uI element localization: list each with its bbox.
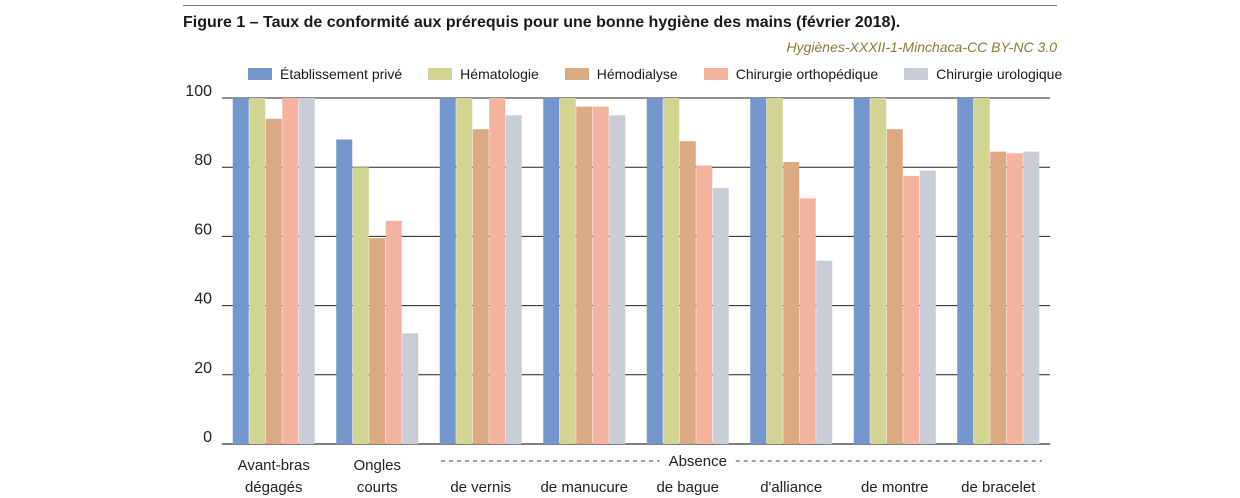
x-tick-label: de manucure bbox=[540, 479, 628, 496]
bar bbox=[369, 238, 386, 444]
bar bbox=[559, 98, 576, 444]
x-tick-label: Avant-bras bbox=[238, 457, 310, 474]
top-rule bbox=[183, 5, 1057, 6]
bar bbox=[592, 106, 609, 445]
bar bbox=[886, 129, 903, 444]
legend-item-etablissement-prive: Établissement privé bbox=[248, 66, 402, 82]
bar bbox=[973, 98, 990, 444]
x-tick-label: de bague bbox=[656, 479, 719, 496]
legend-label: Hémodialyse bbox=[596, 66, 678, 82]
legend-swatch bbox=[904, 68, 929, 80]
legend-label: Hématologie bbox=[460, 66, 539, 82]
bar bbox=[646, 98, 663, 444]
bar bbox=[439, 98, 456, 444]
bar bbox=[298, 98, 315, 444]
bar bbox=[543, 98, 560, 444]
bar bbox=[576, 106, 593, 445]
bar bbox=[712, 187, 729, 444]
legend-item-chirurgie-orthopedique: Chirurgie orthopédique bbox=[703, 66, 879, 82]
x-tick-label: de vernis bbox=[450, 479, 511, 496]
bar bbox=[336, 139, 353, 444]
bar bbox=[919, 170, 936, 444]
bar bbox=[232, 98, 249, 444]
chart-legend: Établissement privé Hématologie Hémodial… bbox=[248, 66, 1062, 82]
bar bbox=[456, 98, 473, 444]
bar bbox=[783, 162, 800, 444]
bar bbox=[352, 167, 369, 444]
bar bbox=[472, 129, 489, 444]
bar bbox=[282, 98, 299, 444]
legend-swatch bbox=[428, 68, 453, 80]
y-tick-label: 0 bbox=[203, 429, 212, 446]
legend-item-chirurgie-urologique: Chirurgie urologique bbox=[904, 66, 1062, 82]
x-tick-label: Ongles bbox=[353, 457, 401, 474]
y-tick-label: 20 bbox=[194, 360, 212, 377]
bar bbox=[489, 98, 506, 444]
x-tick-label: dégagés bbox=[245, 479, 303, 496]
group-label-absence: Absence bbox=[669, 453, 727, 470]
y-tick-label: 40 bbox=[194, 291, 212, 308]
x-tick-label: de montre bbox=[861, 479, 929, 496]
bar bbox=[679, 141, 696, 444]
bar bbox=[1006, 153, 1023, 445]
bar bbox=[505, 115, 522, 445]
bar bbox=[870, 98, 887, 444]
x-tick-label: courts bbox=[357, 479, 398, 496]
bar bbox=[957, 98, 974, 444]
figure-credit: Hygiènes-XXXII-1-Minchaca-CC BY-NC 3.0 bbox=[786, 39, 1058, 55]
bar bbox=[903, 175, 920, 444]
bar bbox=[265, 118, 282, 444]
y-tick-label: 80 bbox=[194, 152, 212, 169]
legend-label: Établissement privé bbox=[280, 66, 403, 82]
bar bbox=[750, 98, 767, 444]
legend-item-hemodialyse: Hémodialyse bbox=[564, 66, 678, 82]
bar bbox=[385, 220, 402, 444]
figure-title: Figure 1 – Taux de conformité aux préreq… bbox=[183, 14, 901, 31]
bar bbox=[696, 165, 713, 444]
bar bbox=[990, 151, 1007, 444]
legend-label: Chirurgie orthopédique bbox=[735, 66, 879, 82]
legend-swatch bbox=[248, 68, 272, 80]
bar bbox=[1023, 151, 1040, 444]
legend-item-hematologie: Hématologie bbox=[428, 66, 539, 82]
y-tick-label: 60 bbox=[194, 221, 212, 238]
legend-label: Chirurgie urologique bbox=[936, 66, 1063, 82]
legend-swatch bbox=[564, 68, 589, 80]
bar bbox=[609, 115, 626, 445]
bar bbox=[799, 198, 816, 444]
bar bbox=[853, 98, 870, 444]
x-tick-label: d'alliance bbox=[760, 479, 822, 496]
bar bbox=[402, 333, 419, 444]
x-tick-label: de bracelet bbox=[961, 479, 1036, 496]
bar bbox=[816, 260, 833, 444]
y-tick-label: 100 bbox=[185, 83, 212, 100]
bar bbox=[766, 98, 783, 444]
legend-swatch bbox=[703, 68, 728, 80]
bar bbox=[663, 98, 680, 444]
bar bbox=[249, 98, 266, 444]
